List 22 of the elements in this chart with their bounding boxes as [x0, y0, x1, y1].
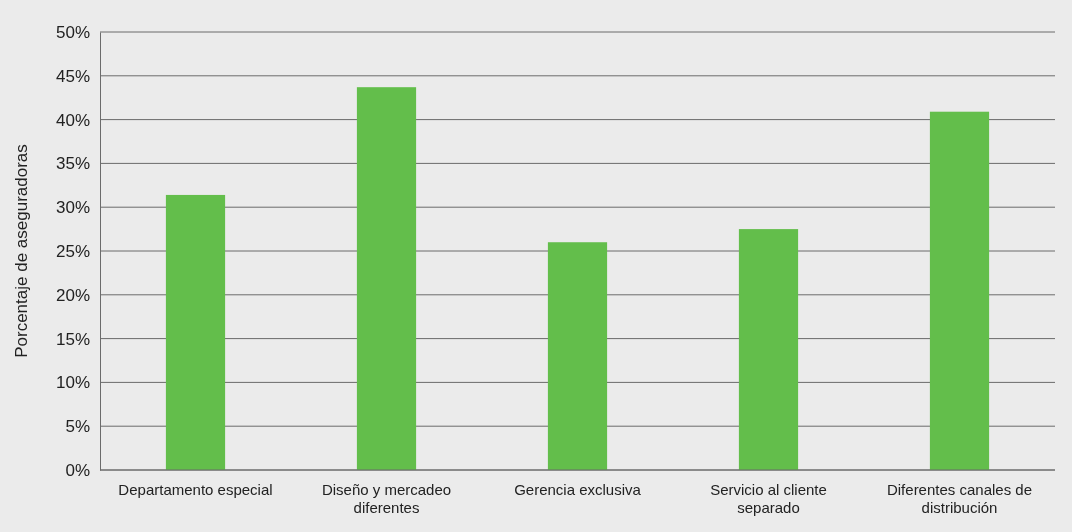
y-tick-label: 45% — [55, 66, 90, 86]
y-tick-label: 5% — [65, 417, 90, 437]
y-tick-label: 10% — [55, 373, 90, 393]
y-tick-label: 40% — [55, 110, 90, 130]
y-tick-label: 50% — [55, 22, 90, 42]
bar — [547, 242, 608, 470]
y-tick-label: 15% — [55, 329, 90, 349]
y-tick-label: 30% — [55, 198, 90, 218]
y-tick-label: 0% — [65, 460, 90, 480]
x-tick-label: Servicio al cliente separado — [710, 481, 827, 516]
x-tick-label: Diseño y mercadeo diferentes — [321, 481, 452, 516]
bar — [929, 111, 990, 470]
x-tick-label: Gerencia exclusiva — [514, 481, 642, 498]
bar — [356, 87, 417, 470]
y-axis-title: Porcentaje de aseguradoras — [12, 144, 31, 358]
y-tick-label: 35% — [55, 154, 90, 174]
bar — [738, 229, 799, 470]
y-tick-label: 25% — [55, 241, 90, 261]
x-tick-label: Departamento especial — [118, 481, 273, 498]
y-tick-label: 20% — [55, 285, 90, 305]
x-tick-label: Diferentes canales de distribución — [886, 481, 1033, 516]
bar — [165, 194, 226, 470]
